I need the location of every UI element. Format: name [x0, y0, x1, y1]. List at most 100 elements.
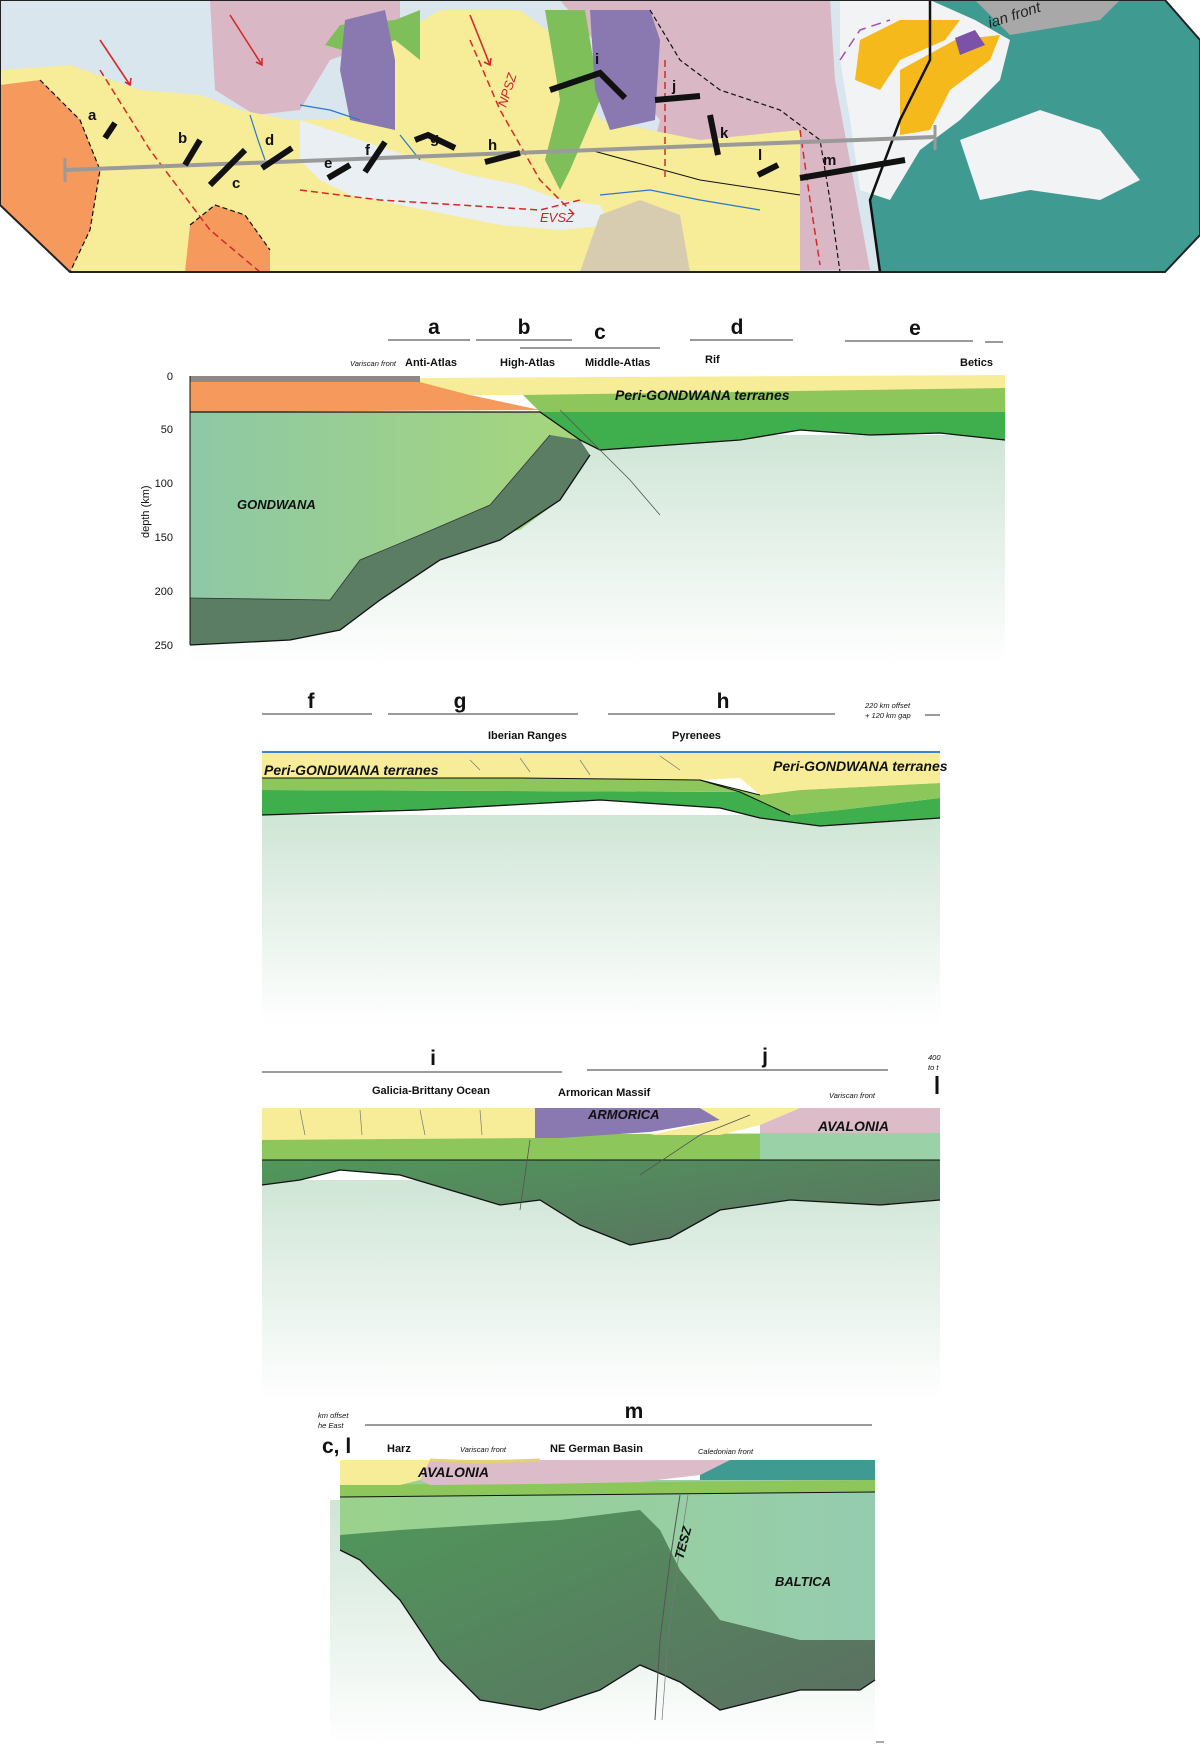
section4-caledonian-front: Caledonian front: [698, 1447, 754, 1456]
map-letter-j: j: [671, 78, 676, 95]
map-letter-g: g: [430, 130, 439, 147]
section1-inner-line: [189, 434, 551, 601]
section2-pyrenean-wedge: [699, 779, 791, 816]
map-armorica-east: [590, 10, 660, 130]
section3-avalonia-crust: [760, 1108, 940, 1133]
section1-rif: Rif: [705, 354, 720, 366]
section3-wedge-yellow: [650, 1108, 800, 1135]
map-dashed-boundary-2: [189, 204, 271, 251]
map-river-1: [249, 114, 266, 161]
map-letter-i: i: [595, 51, 599, 68]
section1-lab-line: [189, 454, 591, 646]
map-red-fault-2: [299, 189, 581, 211]
map-segment-e: [326, 162, 352, 181]
map-segment-c: [207, 147, 248, 188]
section3-armorica-label: ARMORICA: [587, 1107, 660, 1122]
map-frame: [0, 0, 1200, 273]
section4-offset-note-2: he East: [318, 1421, 344, 1430]
map-mediterranean: [300, 120, 610, 230]
map-shear-arrowhead-1: [124, 77, 132, 87]
section3-offset-note-1: 400: [928, 1053, 941, 1062]
section3-lithosphere: [262, 1150, 940, 1245]
section4-avalonia-crust: [420, 1460, 730, 1485]
depth-tick-250: 250: [155, 640, 173, 652]
map-letter-b: b: [178, 130, 187, 147]
section2-segment-bars: [262, 713, 940, 716]
map-fault-line: [589, 149, 801, 196]
cross-section-3: i j 400 to t Galicia-Brittany Ocean Armo…: [261, 1045, 941, 1400]
section1-variscan-front: Variscan front: [350, 359, 397, 368]
section1-depth-axis: 0 50 100 150 200 250 depth (km): [140, 371, 173, 652]
map-tan-area: [580, 200, 690, 272]
map-caledonides-north: [855, 20, 960, 90]
section2-upper-crust: [262, 752, 940, 795]
map-baltic-sea-area: [960, 110, 1140, 200]
map-segment-letters: a b c d e f g h i j k l m: [88, 51, 836, 192]
map-river-2: [299, 104, 361, 121]
map-caledonides-south: [900, 35, 1000, 135]
section3-armorica-crust: [535, 1108, 720, 1138]
section1-middle-atlas: Middle-Atlas: [585, 357, 650, 369]
section1-gondwana-mantle: [190, 412, 580, 600]
section1-high-atlas: High-Atlas: [500, 357, 555, 369]
section2-peri-left-label: Peri-GONDWANA terranes: [264, 762, 439, 778]
section3-peri-crust: [262, 1108, 535, 1140]
map-dashed-boundary-1: [39, 79, 101, 272]
section3-offset-note-2: to t: [928, 1063, 939, 1072]
section3-galicia: Galicia-Brittany Ocean: [372, 1085, 490, 1097]
section4-offset-note-1: km offset: [318, 1411, 349, 1420]
map-segment-d: [260, 145, 294, 171]
depth-tick-200: 200: [155, 586, 173, 598]
section4-moho: [339, 1491, 876, 1498]
section4-harz: Harz: [387, 1443, 411, 1455]
map-letter-h: h: [488, 137, 497, 154]
section4-baltica-crust: [700, 1460, 875, 1480]
section4-avalonia-label: AVALONIA: [417, 1464, 489, 1480]
section2-letter-f: f: [308, 690, 316, 713]
cross-section-1: a b c d e Variscan front Anti-Atlas High…: [140, 316, 1006, 665]
map-shear-arrow-3: [469, 14, 491, 66]
section1-letter-c: c: [594, 321, 606, 344]
section1-deep-lithosphere: [190, 435, 590, 645]
section2-moho-line: [261, 799, 941, 827]
map-red-fault-4: [799, 129, 821, 266]
section2-mantle-background: [262, 815, 940, 1025]
map-green-strip: [545, 10, 600, 190]
section3-lab-line: [261, 1169, 941, 1246]
map-river-4: [599, 189, 761, 211]
map-gondwana-west: [0, 80, 100, 272]
map-segment-f: [362, 140, 388, 174]
map-segment-l: [756, 162, 780, 178]
map-red-fault-1: [99, 69, 261, 272]
section3-variscan-front: Variscan front: [829, 1091, 876, 1100]
map-label-evsz: EVSZ: [540, 210, 575, 225]
map-purple-dashed: [839, 19, 891, 61]
section3-letter-j: j: [761, 1045, 768, 1068]
section1-shear-zone: [559, 409, 661, 516]
map-segment-i: [549, 69, 628, 101]
section1-gondwana-crust: [190, 382, 540, 412]
section1-segment-bars: [388, 339, 1003, 349]
map-letter-d: d: [265, 132, 274, 149]
section4-letter-m: m: [625, 1400, 644, 1423]
map-shear-arrowhead-3: [483, 57, 492, 67]
map-letter-e: e: [324, 155, 332, 172]
map-letter-a: a: [88, 107, 97, 124]
section3-faults: [299, 1109, 483, 1136]
section1-lower-crust-green: [540, 412, 1005, 450]
cross-section-4: m km offset he East c, l Harz Variscan f…: [318, 1400, 884, 1745]
section4-tesz-fault-2: [661, 1494, 689, 1721]
section4-ne-german: NE German Basin: [550, 1443, 643, 1455]
section2-interface-1: [262, 777, 761, 796]
section2-offset-note-2: + 120 km gap: [865, 711, 911, 720]
section4-lab-line: [339, 1549, 876, 1711]
depth-tick-100: 100: [155, 478, 173, 490]
section1-letter-d: d: [731, 316, 744, 339]
map-segment-g: [413, 131, 457, 151]
section3-avalonia-label: AVALONIA: [817, 1118, 889, 1134]
section3-armorican: Armorican Massif: [558, 1087, 651, 1099]
section1-segment-letters: a b c d e: [428, 316, 921, 344]
depth-axis-label: depth (km): [140, 485, 152, 538]
depth-tick-0: 0: [167, 371, 173, 383]
map-segment-k: [707, 114, 721, 156]
